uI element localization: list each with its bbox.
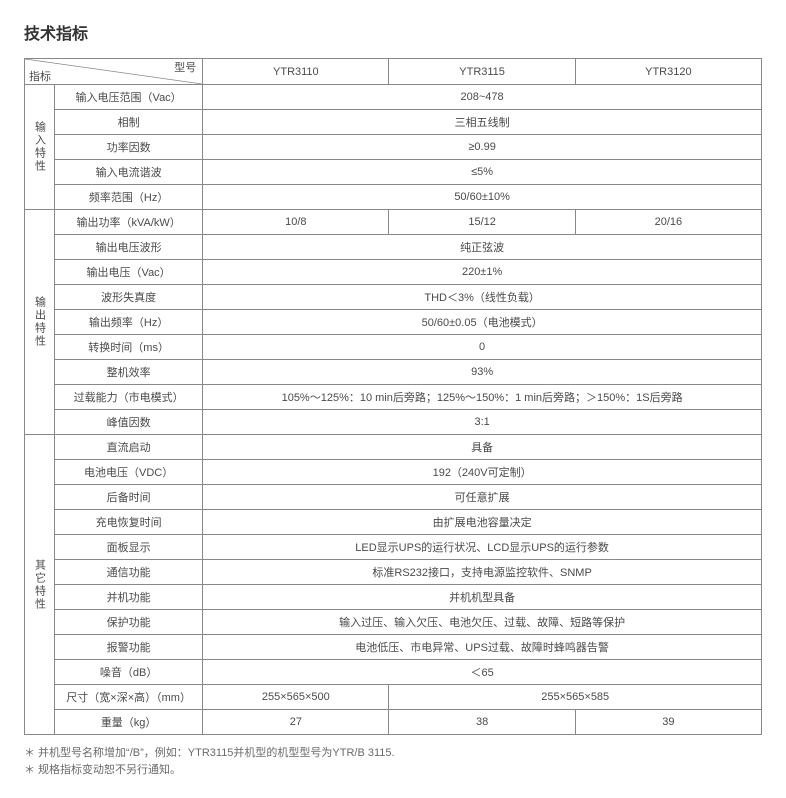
cell-value: THD＜3%（线性负载） (203, 285, 762, 310)
group-label-2: 其它特性 (25, 435, 55, 735)
row-label: 电池电压（VDC） (55, 460, 203, 485)
row-label: 通信功能 (55, 560, 203, 585)
row-label: 输出功率（kVA/kW） (55, 210, 203, 235)
row-label: 相制 (55, 110, 203, 135)
cell-value: 255×565×500 (203, 685, 389, 710)
cell-value: 20/16 (575, 210, 761, 235)
row-label: 噪音（dB） (55, 660, 203, 685)
model-header-1: YTR3115 (389, 59, 575, 85)
header-diagonal-cell: 型号指标 (25, 59, 203, 85)
group-label-1: 输出特性 (25, 210, 55, 435)
cell-value: 标准RS232接口，支持电源监控软件、SNMP (203, 560, 762, 585)
row-label: 输出频率（Hz） (55, 310, 203, 335)
page-title: 技术指标 (24, 20, 762, 44)
row-label: 波形失真度 (55, 285, 203, 310)
row-label: 输出电压（Vac） (55, 260, 203, 285)
row-label: 频率范围（Hz） (55, 185, 203, 210)
cell-value: 50/60±10% (203, 185, 762, 210)
footnote-0: ＊ 并机型号名称增加“/B”，例如：YTR3115并机型的机型型号为YTR/B … (24, 745, 762, 762)
cell-value: 并机机型具备 (203, 585, 762, 610)
row-label: 峰值因数 (55, 410, 203, 435)
cell-value: 具备 (203, 435, 762, 460)
row-label: 保护功能 (55, 610, 203, 635)
cell-value: 208~478 (203, 85, 762, 110)
cell-value: 输入过压、输入欠压、电池欠压、过载、故障、短路等保护 (203, 610, 762, 635)
footnotes: ＊ 并机型号名称增加“/B”，例如：YTR3115并机型的机型型号为YTR/B … (24, 745, 762, 778)
row-label: 输入电压范围（Vac） (55, 85, 203, 110)
cell-value: 93% (203, 360, 762, 385)
cell-value: 27 (203, 710, 389, 735)
row-label: 面板显示 (55, 535, 203, 560)
cell-value: LED显示UPS的运行状况、LCD显示UPS的运行参数 (203, 535, 762, 560)
cell-value: 38 (389, 710, 575, 735)
row-label: 过载能力（市电模式） (55, 385, 203, 410)
header-model-label: 型号 (174, 59, 196, 75)
cell-value: 可任意扩展 (203, 485, 762, 510)
header-indicator-label: 指标 (29, 68, 51, 84)
cell-value: 0 (203, 335, 762, 360)
row-label: 整机效率 (55, 360, 203, 385)
cell-value: 3:1 (203, 410, 762, 435)
row-label: 转换时间（ms） (55, 335, 203, 360)
cell-value: 纯正弦波 (203, 235, 762, 260)
row-label: 重量（kg） (55, 710, 203, 735)
cell-value: 39 (575, 710, 761, 735)
row-label: 尺寸（宽×深×高）（mm） (55, 685, 203, 710)
row-label: 直流启动 (55, 435, 203, 460)
cell-value: ≤5% (203, 160, 762, 185)
row-label: 报警功能 (55, 635, 203, 660)
row-label: 后备时间 (55, 485, 203, 510)
row-label: 输出电压波形 (55, 235, 203, 260)
model-header-2: YTR3120 (575, 59, 761, 85)
cell-value: ＜65 (203, 660, 762, 685)
spec-table: 型号指标YTR3110YTR3115YTR3120输入特性输入电压范围（Vac）… (24, 58, 762, 735)
cell-value: 50/60±0.05（电池模式） (203, 310, 762, 335)
footnote-1: ＊ 规格指标变动恕不另行通知。 (24, 762, 762, 779)
cell-value: 192（240V可定制） (203, 460, 762, 485)
row-label: 功率因数 (55, 135, 203, 160)
model-header-0: YTR3110 (203, 59, 389, 85)
cell-value: ≥0.99 (203, 135, 762, 160)
cell-value: 由扩展电池容量决定 (203, 510, 762, 535)
row-label: 充电恢复时间 (55, 510, 203, 535)
cell-value: 三相五线制 (203, 110, 762, 135)
group-label-0: 输入特性 (25, 85, 55, 210)
cell-value: 15/12 (389, 210, 575, 235)
cell-value: 105%～125%：10 min后旁路；125%～150%：1 min后旁路；＞… (203, 385, 762, 410)
cell-value: 10/8 (203, 210, 389, 235)
cell-value: 255×565×585 (389, 685, 762, 710)
row-label: 输入电流谐波 (55, 160, 203, 185)
row-label: 并机功能 (55, 585, 203, 610)
cell-value: 电池低压、市电异常、UPS过载、故障时蜂鸣器告警 (203, 635, 762, 660)
cell-value: 220±1% (203, 260, 762, 285)
